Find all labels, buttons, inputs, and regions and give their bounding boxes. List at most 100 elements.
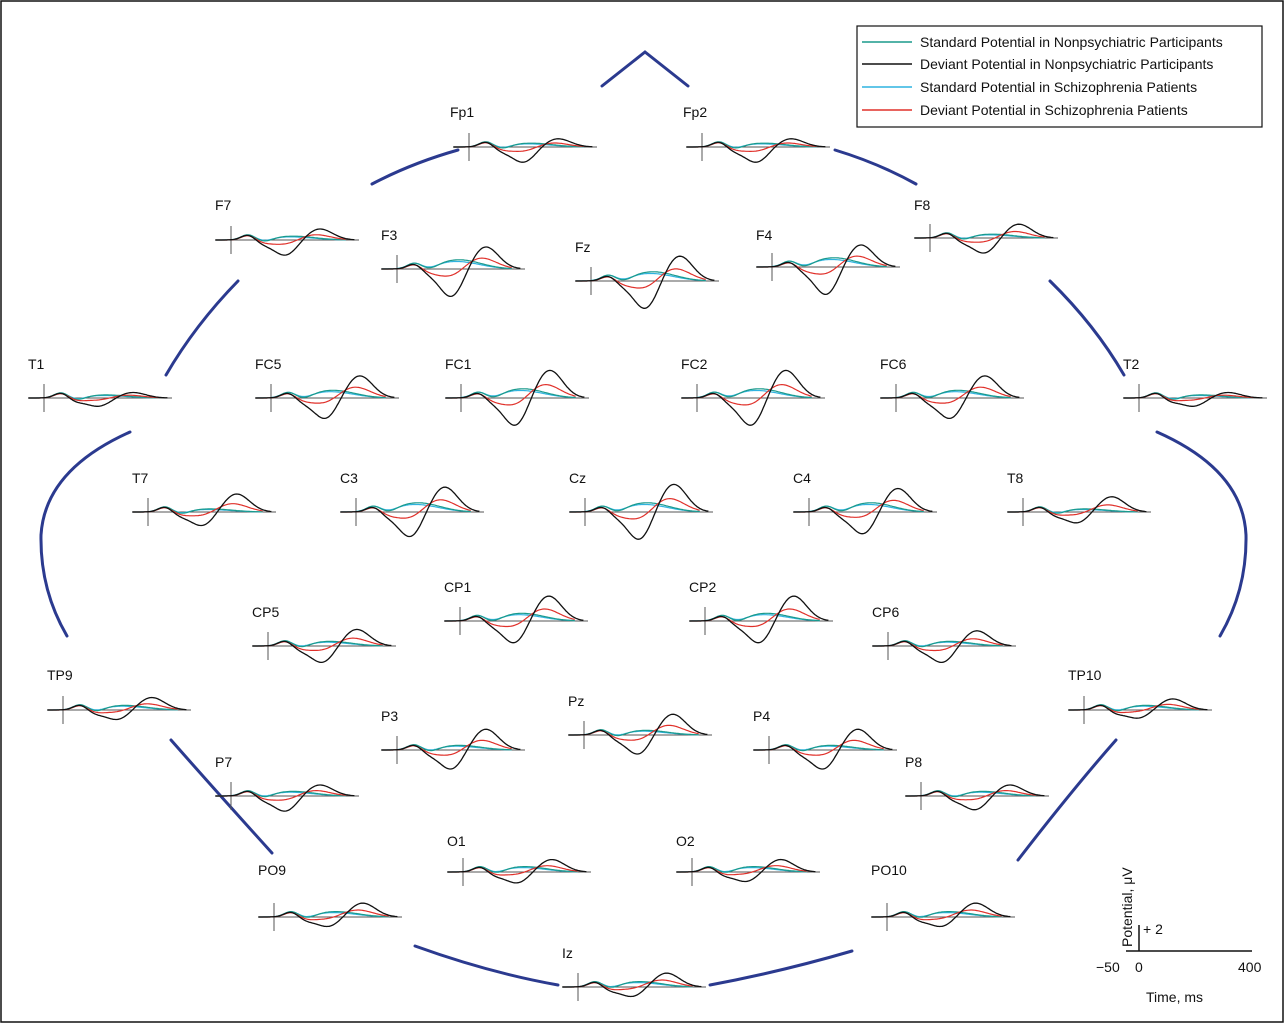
waveform-deviant-nonpsychiatric — [258, 902, 398, 928]
waveform-deviant-nonpsychiatric — [340, 486, 480, 538]
electrode-label: TP9 — [47, 667, 73, 683]
waveform-deviant-nonpsychiatric — [132, 493, 272, 527]
electrode-f3: F3 — [381, 227, 525, 298]
waveform-deviant-nonpsychiatric — [871, 902, 1011, 928]
electrode-label: Pz — [568, 693, 584, 709]
electrode-label: F8 — [914, 197, 931, 213]
electrode-label: FC5 — [255, 356, 282, 372]
electrode-label: C4 — [793, 470, 811, 486]
electrode-fz: Fz — [575, 239, 719, 309]
electrode-label: Fp2 — [683, 104, 707, 120]
waveform-deviant-nonpsychiatric — [252, 628, 392, 664]
electrode-label: C3 — [340, 470, 358, 486]
ear-left-arc — [39, 430, 132, 638]
legend: Standard Potential in Nonpsychiatric Par… — [856, 25, 1263, 128]
waveform-deviant-nonpsychiatric — [215, 228, 355, 256]
scale-x-tick-zero: 0 — [1135, 959, 1143, 975]
electrode-p3: P3 — [381, 708, 525, 770]
legend-label-standard-schizophrenia: Standard Potential in Schizophrenia Pati… — [920, 79, 1197, 95]
electrode-panels: Fp1 Fp2 F7 F3 Fz F4 F8 T1 FC5 FC1 FC2 FC6 T2 T7 C3 Cz C4… — [28, 104, 1267, 1001]
waveform-deviant-nonpsychiatric — [47, 696, 187, 721]
electrode-label: CP6 — [872, 604, 899, 620]
electrode-label: PO9 — [258, 862, 286, 878]
electrode-t2: T2 — [1123, 356, 1267, 412]
electrode-fc2: FC2 — [681, 356, 825, 426]
head-arc-upper-right — [1048, 279, 1126, 377]
electrode-cz: Cz — [569, 470, 713, 540]
electrode-label: P8 — [905, 754, 922, 770]
scale-xlabel: Time, ms — [1146, 989, 1203, 1005]
legend-box — [856, 25, 1263, 128]
scale-x-tick-start: −50 — [1096, 959, 1120, 975]
legend-label-deviant-schizophrenia: Deviant Potential in Schizophrenia Patie… — [920, 102, 1188, 118]
electrode-label: FC2 — [681, 356, 708, 372]
waveform-deviant-nonpsychiatric — [681, 369, 821, 426]
electrode-label: F7 — [215, 197, 232, 213]
electrode-o1: O1 — [447, 833, 591, 886]
electrode-label: FC6 — [880, 356, 907, 372]
head-arc-lower-right — [1016, 738, 1118, 862]
electrode-fc5: FC5 — [255, 356, 399, 420]
waveform-deviant-nonpsychiatric — [689, 595, 829, 644]
head-arc-upper-left — [164, 279, 240, 377]
electrode-label: Iz — [562, 945, 573, 961]
electrode-po10: PO10 — [871, 862, 1015, 931]
waveform-deviant-nonpsychiatric — [872, 630, 1012, 664]
electrode-label: PO10 — [871, 862, 907, 878]
waveform-deviant-nonpsychiatric — [28, 391, 168, 407]
waveform-deviant-nonpsychiatric — [568, 713, 708, 755]
electrode-fp2: Fp2 — [683, 104, 830, 163]
ear-right-arc — [1155, 430, 1248, 638]
electrode-label: P7 — [215, 754, 232, 770]
waveform-deviant-nonpsychiatric — [1123, 391, 1263, 407]
electrode-label: P4 — [753, 708, 770, 724]
waveform-deviant-nonpsychiatric — [1007, 496, 1147, 524]
waveform-deviant-schizophrenia — [689, 608, 820, 628]
electrode-cp1: CP1 — [444, 579, 588, 644]
electrode-p8: P8 — [905, 754, 1049, 811]
scale-y-tick: + 2 — [1143, 921, 1163, 937]
waveform-deviant-nonpsychiatric — [381, 728, 521, 770]
waveform-deviant-schizophrenia — [568, 724, 699, 741]
electrode-label: CP2 — [689, 579, 716, 595]
waveform-deviant-nonpsychiatric — [753, 728, 893, 770]
electrode-po9: PO9 — [258, 862, 402, 931]
electrode-cp2: CP2 — [689, 579, 833, 644]
waveform-deviant-nonpsychiatric — [686, 138, 826, 163]
electrode-c3: C3 — [340, 470, 484, 538]
electrode-fp1: Fp1 — [450, 104, 597, 163]
electrode-fc1: FC1 — [445, 356, 589, 426]
electrode-iz: Iz — [562, 945, 706, 1001]
head-arc-front-left — [370, 148, 460, 186]
electrode-tp9: TP9 — [47, 667, 191, 724]
head-arc-back-right — [708, 949, 854, 987]
waveform-deviant-nonpsychiatric — [255, 375, 395, 420]
scale-x-tick-end: 400 — [1238, 959, 1262, 975]
electrode-f7: F7 — [215, 197, 359, 256]
waveform-deviant-nonpsychiatric — [1068, 698, 1208, 719]
scale-ylabel: Potential, μV — [1119, 867, 1135, 947]
electrode-label: Cz — [569, 470, 586, 486]
electrode-label: CP1 — [444, 579, 471, 595]
electrode-t8: T8 — [1007, 470, 1151, 526]
electrode-c4: C4 — [793, 470, 937, 535]
electrode-cp6: CP6 — [872, 604, 1016, 664]
electrode-label: T7 — [132, 470, 149, 486]
legend-label-standard-nonpsychiatric: Standard Potential in Nonpsychiatric Par… — [920, 34, 1223, 50]
waveform-deviant-nonpsychiatric — [756, 244, 896, 296]
electrode-fc6: FC6 — [880, 356, 1024, 420]
waveform-deviant-nonpsychiatric — [445, 369, 585, 426]
electrode-p7: P7 — [215, 754, 359, 812]
waveform-deviant-nonpsychiatric — [793, 487, 933, 535]
electrode-label: TP10 — [1068, 667, 1102, 683]
electrode-label: F3 — [381, 227, 398, 243]
head-arc-lower-left — [169, 738, 274, 855]
electrode-label: O1 — [447, 833, 466, 849]
electrode-label: CP5 — [252, 604, 279, 620]
electrode-label: F4 — [756, 227, 773, 243]
waveform-deviant-nonpsychiatric — [562, 972, 702, 998]
waveform-deviant-schizophrenia — [381, 739, 512, 756]
electrode-label: T2 — [1123, 356, 1140, 372]
